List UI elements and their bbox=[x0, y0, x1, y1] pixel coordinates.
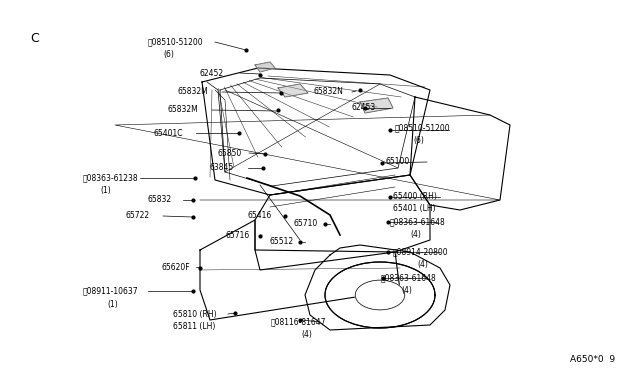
Text: (4): (4) bbox=[401, 286, 412, 295]
Text: (6): (6) bbox=[163, 51, 174, 60]
Text: A650*0  9: A650*0 9 bbox=[570, 356, 615, 365]
Text: 65832N: 65832N bbox=[313, 87, 343, 96]
Text: 62453: 62453 bbox=[352, 103, 376, 112]
Text: 65811 (LH): 65811 (LH) bbox=[173, 321, 216, 330]
Text: 65100: 65100 bbox=[386, 157, 410, 167]
Text: (4): (4) bbox=[301, 330, 312, 340]
Text: (1): (1) bbox=[100, 186, 111, 196]
Polygon shape bbox=[278, 84, 308, 97]
Text: 65401 (LH): 65401 (LH) bbox=[393, 203, 436, 212]
Text: Ⓒ08116-81647: Ⓒ08116-81647 bbox=[271, 317, 326, 327]
Polygon shape bbox=[360, 98, 393, 113]
Text: 65716: 65716 bbox=[226, 231, 250, 240]
Polygon shape bbox=[255, 62, 275, 72]
Text: 65710: 65710 bbox=[293, 219, 317, 228]
Text: (4): (4) bbox=[410, 231, 421, 240]
Text: Ⓢ08363-61238: Ⓢ08363-61238 bbox=[83, 173, 139, 183]
Text: (1): (1) bbox=[107, 299, 118, 308]
Text: 65620F: 65620F bbox=[161, 263, 189, 272]
Text: 65832M: 65832M bbox=[178, 87, 209, 96]
Text: Ⓚ08911-10637: Ⓚ08911-10637 bbox=[83, 286, 139, 295]
Text: Ⓢ08363-61648: Ⓢ08363-61648 bbox=[381, 273, 436, 282]
Text: (6): (6) bbox=[413, 137, 424, 145]
Text: Ⓢ08510-51200: Ⓢ08510-51200 bbox=[148, 38, 204, 46]
Text: 65401C: 65401C bbox=[154, 128, 184, 138]
Text: 65400 (RH): 65400 (RH) bbox=[393, 192, 437, 201]
Text: 65832M: 65832M bbox=[168, 106, 199, 115]
Text: 65850: 65850 bbox=[218, 148, 243, 157]
Text: 65512: 65512 bbox=[270, 237, 294, 247]
Text: 65416: 65416 bbox=[248, 212, 272, 221]
Text: Ⓚ08914-20800: Ⓚ08914-20800 bbox=[393, 247, 449, 257]
Text: Ⓢ08363-61648: Ⓢ08363-61648 bbox=[390, 218, 445, 227]
Text: Ⓢ08510-51200: Ⓢ08510-51200 bbox=[395, 124, 451, 132]
Text: 63845: 63845 bbox=[209, 164, 233, 173]
Text: 65810 (RH): 65810 (RH) bbox=[173, 310, 216, 318]
Text: 65722: 65722 bbox=[126, 212, 150, 221]
Text: C: C bbox=[30, 32, 39, 45]
Text: 65832: 65832 bbox=[148, 196, 172, 205]
Ellipse shape bbox=[325, 262, 435, 328]
Text: (4): (4) bbox=[417, 260, 428, 269]
Ellipse shape bbox=[355, 280, 404, 310]
Text: 62452: 62452 bbox=[199, 68, 223, 77]
